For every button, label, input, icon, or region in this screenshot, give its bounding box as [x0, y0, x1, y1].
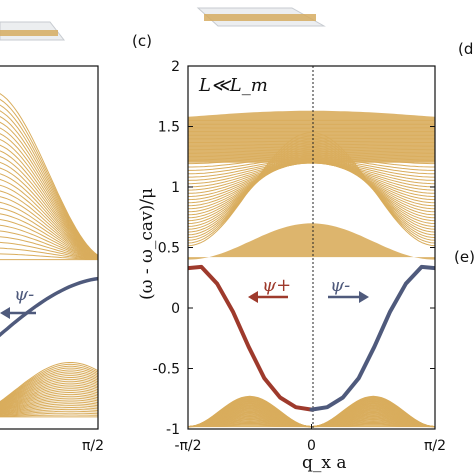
main-panel: -1 -0.5 0 0.5 1 1.5 2 -π/2 0 π/2 L≪L_m ψ+ ψ- q_x… — [137, 59, 446, 473]
psi-plus-arrow — [248, 291, 288, 303]
y-tick-label: -0.5 — [153, 362, 180, 378]
upper-band-line — [188, 162, 435, 188]
left-band-line — [0, 224, 98, 260]
left-band-line — [0, 138, 98, 258]
left-band-line-lower — [0, 371, 98, 405]
left-band-line-lower — [0, 375, 98, 406]
psi-plus-label: ψ+ — [262, 275, 291, 296]
upper-band-bottom-fill — [188, 223, 435, 260]
lattice-illustration-main — [196, 7, 326, 27]
y-tick-label: 0 — [171, 301, 180, 317]
left-band-line-lower — [0, 386, 98, 409]
panel-label-e: (e) — [454, 248, 474, 266]
y-tick-label: 1 — [171, 180, 180, 196]
x-axis-label: q_x a — [302, 453, 347, 473]
upper-band-fill — [188, 110, 435, 163]
lattice-illustration-left — [0, 21, 66, 41]
left-band-line — [0, 127, 98, 257]
left-band-line-lower — [0, 414, 98, 417]
psi-minus-arrow — [328, 291, 369, 303]
left-band-line — [0, 178, 98, 259]
left-band-line-lower — [0, 412, 98, 417]
left-band-line — [0, 104, 98, 257]
left-band-line-lower — [0, 401, 98, 414]
left-psi-minus-label: ψ- — [14, 284, 34, 305]
left-band-line-lower — [0, 403, 98, 414]
series-line-psi-minus — [309, 264, 435, 412]
left-x-tick: π/2 — [82, 438, 104, 454]
left-band-line-lower — [0, 410, 98, 416]
left-band-line — [0, 173, 98, 258]
left-band-line — [0, 110, 98, 257]
left-band-line-lower — [0, 373, 98, 406]
series-line-psi-plus — [188, 264, 314, 412]
left-band-line-lower — [0, 405, 98, 415]
psi-minus-label: ψ- — [330, 275, 350, 296]
left-band-line-lower — [0, 380, 98, 408]
left-band-line — [0, 213, 98, 259]
left-band-line-lower — [0, 390, 98, 411]
left-band-line-lower — [0, 397, 98, 413]
left-band-line — [0, 190, 98, 259]
left-panel: π/2 ψ- — [0, 65, 104, 454]
left-band-line-lower — [0, 399, 98, 413]
x-tick-label: -π/2 — [174, 438, 201, 454]
y-tick-label: 1.5 — [158, 120, 180, 136]
left-band-line — [0, 121, 98, 257]
left-band-line-lower — [0, 365, 98, 404]
left-band-line — [0, 230, 98, 260]
left-band-line — [0, 184, 98, 259]
y-tick-label: -1 — [166, 422, 180, 438]
left-band-line-lower — [0, 407, 98, 415]
x-tick-label: 0 — [307, 438, 316, 454]
left-band-line — [0, 156, 98, 258]
left-band-line-lower — [0, 393, 98, 412]
y-tick-label: 2 — [171, 59, 180, 75]
left-band-line — [0, 144, 98, 258]
left-band-line-lower — [0, 367, 98, 404]
left-band-line-lower — [0, 363, 98, 403]
left-band-line — [0, 150, 98, 258]
left-band-line — [0, 115, 98, 257]
left-band-line-lower — [0, 395, 98, 412]
left-band-line — [0, 241, 98, 260]
left-edge-state-line — [0, 276, 98, 338]
left-band-line-lower — [0, 378, 98, 407]
left-band-line-lower — [0, 392, 98, 411]
annotation-L-ll-Lm: L≪L_m — [198, 75, 268, 96]
left-band-line — [0, 196, 98, 259]
left-band-line-lower — [0, 408, 98, 416]
left-band-line — [0, 201, 98, 259]
x-tick-label: π/2 — [424, 438, 446, 454]
left-band-line — [0, 98, 98, 256]
left-band-line-lower — [0, 377, 98, 407]
left-band-line — [0, 247, 98, 260]
left-band-line-lower — [0, 384, 98, 409]
left-band-line-lower — [0, 369, 98, 405]
y-axis-label: (ω - ω_cav)/μ — [137, 188, 157, 300]
left-band-line — [0, 236, 98, 260]
left-band-line — [0, 93, 98, 256]
left-plot-frame — [0, 65, 99, 430]
left-band-line — [0, 253, 98, 260]
y-tick-label: 0.5 — [158, 241, 180, 257]
left-band-line — [0, 161, 98, 258]
left-band-line — [0, 207, 98, 259]
left-band-line — [0, 219, 98, 260]
panel-label-d: (d — [458, 40, 473, 58]
left-band-line-lower — [0, 382, 98, 408]
left-arrow — [0, 307, 36, 319]
left-band-line — [0, 167, 98, 258]
left-band-line — [0, 133, 98, 257]
left-band-line-lower — [0, 362, 98, 403]
left-band-line-lower — [0, 388, 98, 410]
panel-label-c: (c) — [132, 32, 152, 50]
